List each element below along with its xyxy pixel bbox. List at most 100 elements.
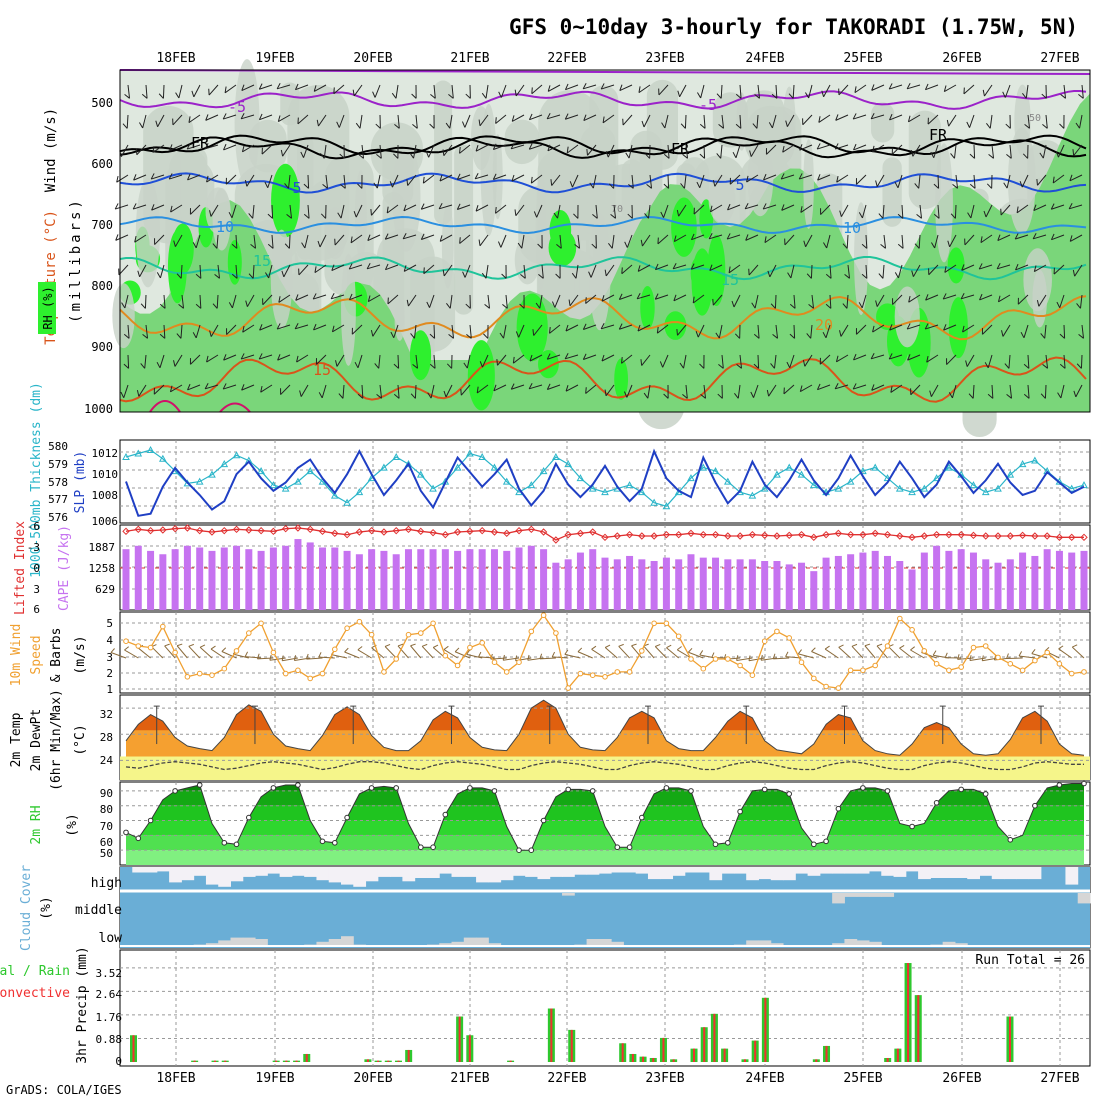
wind-barb-flag	[250, 244, 256, 249]
wind-barb-flag	[946, 358, 948, 365]
wind-barb-flag	[816, 143, 821, 150]
rh-saturated-spot	[671, 197, 697, 257]
wind-barb	[600, 323, 615, 330]
wind-barb	[910, 144, 921, 157]
wind-barb	[384, 233, 399, 240]
panel-frame	[119, 949, 1091, 1067]
wind-barb-staff	[1063, 114, 1065, 129]
rh-point	[933, 800, 940, 806]
wind10-barb-staff	[110, 652, 127, 659]
wind-barb	[640, 234, 651, 247]
wind-barb	[313, 84, 327, 92]
wind-barb-flag	[495, 117, 497, 124]
wind-barb-staff	[169, 144, 183, 151]
temperature-contour	[119, 90, 1087, 110]
wind-barb	[280, 384, 291, 395]
cloud-background	[120, 867, 1090, 948]
wind-barb	[602, 114, 615, 124]
wind-barb-flag	[284, 243, 290, 249]
wind-speed-point	[270, 649, 277, 656]
cloud-low-bar	[316, 941, 330, 946]
wind-barb-flag	[960, 293, 965, 300]
wind-barb-flag	[911, 270, 914, 277]
wind-barb-staff	[402, 234, 417, 240]
wind-barb-flag	[212, 303, 218, 309]
wind10-barb-flag	[176, 643, 183, 647]
wind-barb-staff	[691, 264, 705, 270]
wind10-barb-flag	[539, 653, 543, 659]
wind-barb	[624, 234, 633, 248]
thickness-point	[269, 481, 278, 489]
wind10-barb-staff	[344, 651, 360, 659]
cloud-low-bar	[451, 941, 465, 946]
cape-bar	[355, 554, 363, 610]
wind10-barb-flag	[797, 649, 802, 655]
upper-ylabel-mb: (millibars)	[68, 197, 84, 323]
wind-barb-flag	[446, 363, 453, 369]
wind-barb-staff	[438, 204, 453, 210]
wind-barb	[802, 354, 813, 367]
wind-barb-staff	[359, 114, 363, 129]
wind-speed-point	[909, 627, 915, 633]
wind-barb-staff	[846, 234, 849, 249]
lifted-index-point	[932, 530, 941, 539]
wind-barb-staff	[1045, 354, 1049, 369]
cloud-high-bar	[856, 867, 870, 874]
wind-barb	[481, 264, 489, 279]
thickness-line	[125, 449, 1085, 507]
wind-barb-staff	[565, 114, 579, 120]
wind-barb-staff	[144, 294, 147, 309]
wind-barb	[1056, 294, 1065, 308]
temp-ylabel: (6hr Min/Max)	[49, 689, 64, 791]
wind-barb-flag	[448, 334, 454, 339]
wind-barb-staff	[451, 324, 455, 339]
wind-barb-flag	[1072, 149, 1075, 156]
lifted-index-point	[834, 529, 843, 538]
rh-ytick: 60	[100, 836, 113, 849]
wind-barb	[300, 144, 309, 158]
wind-speed-point	[135, 643, 142, 649]
wind-barb-flag	[1020, 331, 1025, 339]
wind-barb-flag	[1016, 206, 1019, 213]
wind10-barb	[421, 643, 434, 659]
wind-barb-staff	[1044, 384, 1047, 399]
wind-barb-staff	[510, 144, 525, 150]
wind-barb-flag	[968, 393, 974, 399]
rh-point	[1056, 782, 1063, 788]
contour-label: -5	[228, 98, 246, 116]
wind-barb-staff	[781, 204, 795, 211]
wind-barb-staff	[891, 144, 903, 155]
wind10-barb	[888, 644, 901, 659]
wind-barb	[980, 234, 993, 244]
wind-barb-flag	[357, 393, 364, 399]
wind10-barb-flag	[1058, 645, 1064, 650]
thickness-point	[306, 467, 315, 475]
lifted-ytick: -3	[27, 541, 40, 554]
wind-barb	[820, 204, 831, 215]
wind-barb	[566, 144, 579, 154]
cloud-high-bar	[672, 867, 686, 876]
wind-barb	[204, 383, 219, 390]
wind-barb-flag	[514, 89, 517, 97]
wind-speed-point	[565, 685, 572, 691]
cloud-high-bar	[967, 867, 980, 880]
wind-barb-flag	[339, 153, 345, 159]
wind-barb	[1023, 384, 1030, 399]
wind-barb-flag	[798, 173, 803, 180]
wind-barb	[520, 264, 526, 279]
cloud-middle-bar	[1077, 893, 1091, 904]
wind-barb	[726, 233, 741, 240]
wind10-barb-flag	[591, 645, 597, 650]
wind-barb-flag	[690, 233, 695, 240]
wind-speed-point	[921, 648, 928, 654]
rh-point	[725, 840, 731, 846]
wind10-barb-flag	[957, 654, 960, 660]
wind-barb	[637, 324, 651, 332]
wind-barb-flag	[277, 115, 281, 122]
wind-barb-flag	[744, 203, 749, 210]
wind-barb-flag	[880, 244, 886, 249]
wind10-barb-staff	[137, 647, 151, 659]
wind-barb-staff	[683, 174, 687, 189]
upper-air-labels: 500 600 700 800 900 1000 Wind (m/s) Temp…	[38, 96, 113, 416]
wind-barb-staff	[619, 84, 633, 92]
